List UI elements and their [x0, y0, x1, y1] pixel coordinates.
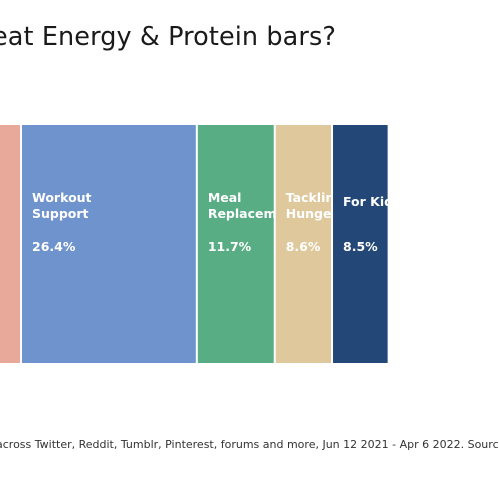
- bar-value-workout-support: 26.4%: [32, 239, 76, 254]
- bar-segment-tackling-hunger: [275, 125, 332, 363]
- bar-label-for-kids: For Kids: [343, 194, 401, 209]
- bar-value-for-kids: 8.5%: [343, 239, 378, 254]
- chart-title: eat Energy & Protein bars?: [0, 22, 336, 52]
- bar-value-tackling-hunger: 8.6%: [286, 239, 321, 254]
- bar-label-tackling-hunger: Hunger: [286, 206, 339, 221]
- bar-label-workout-support: Workout: [32, 190, 92, 205]
- bar-value-meal-replacement: 11.7%: [208, 239, 252, 254]
- bar-segment-for-kids: [333, 125, 388, 363]
- bar-label-workout-support: Support: [32, 206, 89, 221]
- bar-segment-meal-replacement: [197, 125, 274, 363]
- bar-segment-workout-support: [22, 125, 196, 363]
- bar-label-meal-replacement: Meal: [208, 190, 242, 205]
- bar-segment-cut-off: [0, 125, 20, 363]
- bar-label-tackling-hunger: Tackling: [286, 190, 344, 205]
- source-note: across Twitter, Reddit, Tumblr, Pinteres…: [0, 438, 499, 451]
